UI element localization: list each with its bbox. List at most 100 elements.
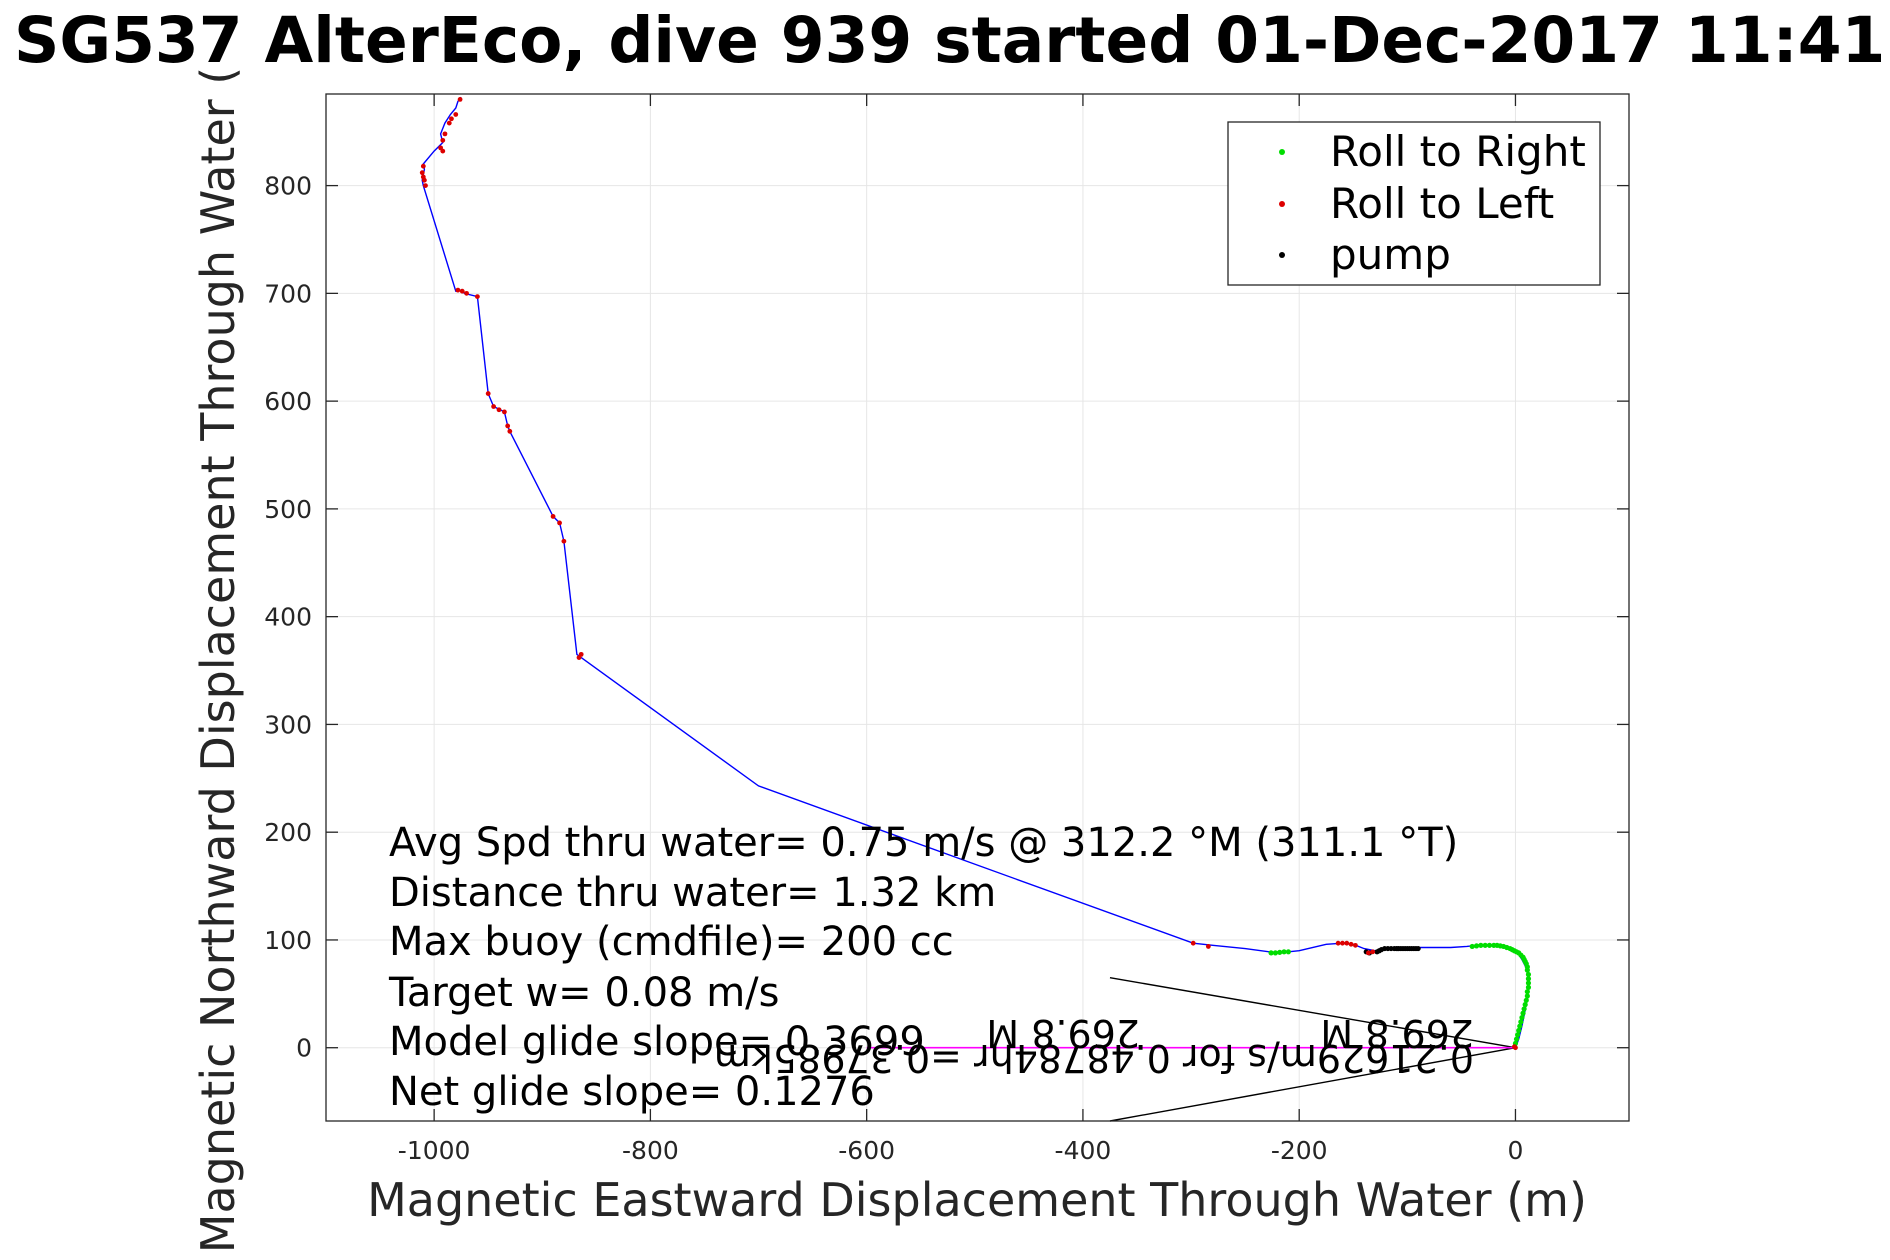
roll-right-point xyxy=(1478,942,1484,948)
roll-left-point xyxy=(557,520,562,526)
roll-right-point xyxy=(1277,949,1283,955)
legend-label-pump: pump xyxy=(1330,230,1451,279)
roll-left-point xyxy=(1335,940,1341,946)
flipped-annotations: 0.21629m/s for 0.48784hr =0.37985km 269.… xyxy=(714,1011,1474,1080)
x-tick-label: -800 xyxy=(622,1136,679,1165)
heading-cone-line-2 xyxy=(1109,1047,1516,1122)
roll-left-point xyxy=(438,145,444,151)
y-tick-group: 0 100 200 300 400 500 600 700 800 xyxy=(264,172,1629,1063)
roll-right-point xyxy=(1473,943,1480,949)
roll-left-point xyxy=(440,137,446,143)
roll-right-point xyxy=(1522,1002,1528,1008)
roll-right-point xyxy=(1486,942,1493,948)
roll-left-point xyxy=(1205,944,1211,949)
heading-cone-line-1 xyxy=(1109,976,1516,1049)
legend-box xyxy=(1227,121,1601,286)
y-tick-label: 300 xyxy=(264,710,312,739)
roll-left-point xyxy=(1370,949,1376,955)
roll-left-point xyxy=(502,409,507,415)
roll-right-point xyxy=(1272,950,1279,956)
flipped-heading-text-1: 269.8 M xyxy=(1320,1011,1474,1055)
x-tick-label: 0 xyxy=(1508,1136,1524,1165)
roll-left-point xyxy=(1340,940,1345,946)
annotation-model-glide-slope: Model glide slope= 0.3699 xyxy=(389,1019,925,1065)
roll-right-point xyxy=(1285,949,1291,955)
roll-right-point xyxy=(1523,997,1529,1003)
y-tick-label: 600 xyxy=(264,387,312,416)
roll-left-point xyxy=(1511,1044,1517,1050)
roll-right-point xyxy=(1525,976,1532,982)
x-tick-label: -1000 xyxy=(398,1136,471,1165)
roll-right-point xyxy=(1469,943,1475,950)
roll-left-point xyxy=(457,96,463,102)
roll-right-point xyxy=(1515,1032,1521,1038)
roll-right-point xyxy=(1520,1010,1526,1016)
roll-right-point xyxy=(1525,980,1532,986)
roll-left-point xyxy=(1348,941,1354,947)
roll-left-point xyxy=(419,170,425,176)
roll-right-point xyxy=(1524,989,1530,995)
roll-left-point xyxy=(442,131,448,137)
legend: Roll to Right Roll to Left pump xyxy=(1227,121,1601,286)
roll-left-point xyxy=(420,174,426,180)
annotation-block: Avg Spd thru water= 0.75 m/s @ 312.2 °M … xyxy=(388,820,1458,1115)
reference-lines xyxy=(866,976,1516,1122)
x-tick-label: -600 xyxy=(838,1136,895,1165)
roll-left-point xyxy=(561,538,567,544)
roll-right-point xyxy=(1525,984,1532,990)
flipped-heading-text-2: 269.8 M xyxy=(986,1011,1140,1055)
x-axis-label: Magnetic Eastward Displacement Through W… xyxy=(367,1173,1587,1227)
roll-right-point xyxy=(1518,1019,1524,1025)
roll-right-point xyxy=(1482,942,1488,948)
annotation-distance: Distance thru water= 1.32 km xyxy=(389,870,996,916)
plot-frame xyxy=(325,93,1630,1122)
roll-right-point xyxy=(1268,950,1274,956)
legend-label-roll-right: Roll to Right xyxy=(1330,127,1586,176)
roll-left-point xyxy=(420,163,426,169)
y-tick-label: 0 xyxy=(296,1034,312,1063)
roll-right-point xyxy=(1516,1027,1522,1034)
roll-left-point xyxy=(496,407,502,413)
roll-left-point xyxy=(491,404,497,409)
grid-lines xyxy=(326,94,1629,1121)
y-axis-label: Magnetic Northward Displacement Through … xyxy=(191,67,245,1253)
chart-title: SG537 AlterEco, dive 939 started 01-Dec-… xyxy=(14,4,1890,77)
legend-label-roll-left: Roll to Left xyxy=(1330,179,1554,228)
roll-right-point xyxy=(1519,1014,1525,1021)
roll-right-point xyxy=(1521,1006,1527,1012)
roll-left-point xyxy=(1353,942,1358,948)
roll-left-point xyxy=(485,391,491,396)
roll-left-point xyxy=(446,120,452,126)
legend-marker-roll-right xyxy=(1279,149,1285,155)
annotation-avg-speed: Avg Spd thru water= 0.75 m/s @ 312.2 °M … xyxy=(389,820,1458,866)
roll-left-point xyxy=(459,288,465,294)
roll-right-point xyxy=(1513,1036,1520,1042)
annotation-net-glide-slope: Net glide slope= 0.1276 xyxy=(389,1069,875,1115)
roll-right-point xyxy=(1524,993,1530,999)
roll-left-point xyxy=(1366,950,1371,956)
roll-right-point xyxy=(1281,949,1287,955)
roll-right-point xyxy=(1517,1023,1523,1029)
roll-right-point xyxy=(1525,971,1532,978)
legend-marker-roll-left xyxy=(1279,201,1285,207)
pump-point xyxy=(1415,945,1421,952)
roll-left-point xyxy=(507,428,513,434)
x-tick-label: -400 xyxy=(1055,1136,1112,1165)
flipped-current-text: 0.21629m/s for 0.48784hr =0.37985km xyxy=(714,1036,1474,1080)
roll-left-point xyxy=(423,183,428,189)
roll-left-point xyxy=(449,116,454,122)
annotation-target-w: Target w= 0.08 m/s xyxy=(388,970,779,1016)
roll-left-point xyxy=(1190,940,1196,946)
roll-left-point xyxy=(464,290,469,296)
x-tick-label: -200 xyxy=(1271,1136,1328,1165)
legend-marker-pump xyxy=(1279,252,1285,258)
roll-left-point xyxy=(455,287,461,293)
annotation-max-buoy: Max buoy (cmdfile)= 200 cc xyxy=(389,919,954,965)
roll-left-point xyxy=(1344,940,1350,946)
y-tick-label: 100 xyxy=(264,926,312,955)
y-tick-label: 700 xyxy=(264,279,312,308)
x-tick-group: -1000 -800 -600 -400 -200 0 xyxy=(398,94,1524,1165)
roll-right-point xyxy=(1491,942,1497,948)
y-tick-label: 400 xyxy=(264,603,312,632)
